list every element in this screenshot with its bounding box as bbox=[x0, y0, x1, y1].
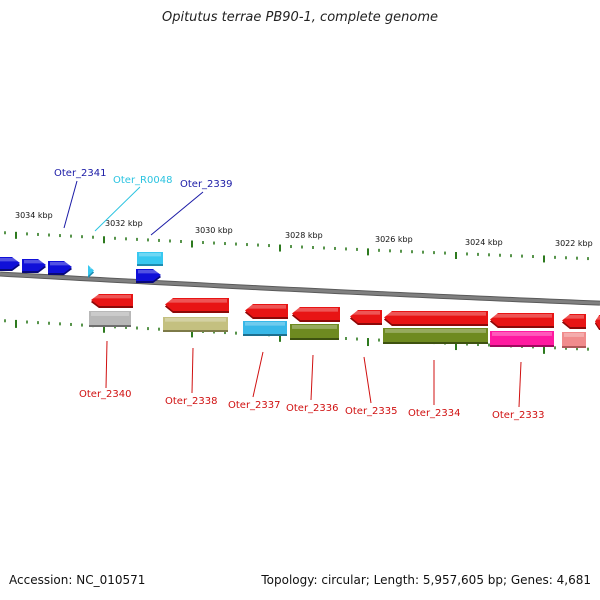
gene-label-bottom[interactable]: Oter_2335 bbox=[345, 406, 398, 417]
gene-label-bottom[interactable]: Oter_2333 bbox=[492, 410, 545, 421]
gene-label-leader-bottom bbox=[363, 356, 372, 404]
map-title: Opitutus terrae PB90-1, complete genome bbox=[161, 10, 439, 25]
scale-label-kbp: 3030 kbp bbox=[195, 226, 233, 235]
gene-reverse-edge-2[interactable] bbox=[595, 315, 600, 330]
gene-reverse-2334[interactable] bbox=[384, 311, 488, 326]
scale-label-kbp: 3022 kbp bbox=[555, 239, 593, 248]
gene-label-leader-bottom bbox=[252, 351, 264, 398]
gene-feature-edge[interactable] bbox=[562, 332, 586, 348]
gene-reverse-2335[interactable] bbox=[350, 310, 382, 325]
gene-label-top[interactable]: Oter_2341 bbox=[54, 168, 107, 179]
gene-feature-2340[interactable] bbox=[89, 311, 131, 327]
gene-reverse-2333[interactable] bbox=[490, 313, 554, 328]
accession-label: Accession: NC_010571 bbox=[9, 573, 146, 587]
gene-feature-2333[interactable] bbox=[490, 331, 554, 347]
gene-label-leader-bottom bbox=[310, 354, 314, 401]
gene-forward-3[interactable] bbox=[48, 261, 72, 275]
scale-label-kbp: 3026 kbp bbox=[375, 235, 413, 244]
gene-label-leader-bottom bbox=[105, 340, 108, 389]
gene-label-leader-top bbox=[150, 191, 204, 236]
gene-label-top[interactable]: Oter_2339 bbox=[180, 179, 233, 190]
gene-reverse-2337[interactable] bbox=[245, 304, 288, 319]
gene-forward-5[interactable] bbox=[136, 269, 161, 283]
gene-label-bottom[interactable]: Oter_2338 bbox=[165, 396, 218, 407]
gene-reverse-2340[interactable] bbox=[91, 294, 133, 308]
gene-feature-2337[interactable] bbox=[243, 321, 287, 336]
gene-reverse-2336[interactable] bbox=[292, 307, 340, 322]
gene-reverse-edge[interactable] bbox=[562, 314, 586, 329]
genome-summary-label: Topology: circular; Length: 5,957,605 bp… bbox=[261, 573, 591, 587]
gene-feature-2338[interactable] bbox=[163, 317, 228, 332]
gene-label-leader-top bbox=[63, 180, 78, 229]
gene-label-leader-bottom bbox=[518, 361, 522, 408]
scale-label-kbp: 3034 kbp bbox=[15, 211, 53, 220]
gene-feature-2336[interactable] bbox=[290, 324, 339, 340]
scale-label-kbp: 3028 kbp bbox=[285, 231, 323, 240]
gene-reverse-2338[interactable] bbox=[165, 298, 229, 313]
gene-label-bottom[interactable]: Oter_2337 bbox=[228, 400, 281, 411]
gene-feature-2334[interactable] bbox=[383, 328, 488, 344]
gene-label-bottom[interactable]: Oter_2340 bbox=[79, 389, 132, 400]
gene-label-leader-bottom bbox=[191, 347, 194, 394]
gene-label-top[interactable]: Oter_R0048 bbox=[113, 175, 172, 186]
scale-label-kbp: 3032 kbp bbox=[105, 219, 143, 228]
gene-forward-4[interactable] bbox=[137, 252, 163, 266]
gene-forward-1[interactable] bbox=[0, 257, 20, 271]
gene-trna-R0048[interactable] bbox=[88, 265, 94, 278]
genome-backbone bbox=[0, 272, 600, 305]
gene-forward-2[interactable] bbox=[22, 259, 46, 273]
gene-label-leader-top bbox=[94, 186, 141, 232]
gene-label-bottom[interactable]: Oter_2336 bbox=[286, 403, 339, 414]
gene-label-bottom[interactable]: Oter_2334 bbox=[408, 408, 461, 419]
scale-label-kbp: 3024 kbp bbox=[465, 238, 503, 247]
